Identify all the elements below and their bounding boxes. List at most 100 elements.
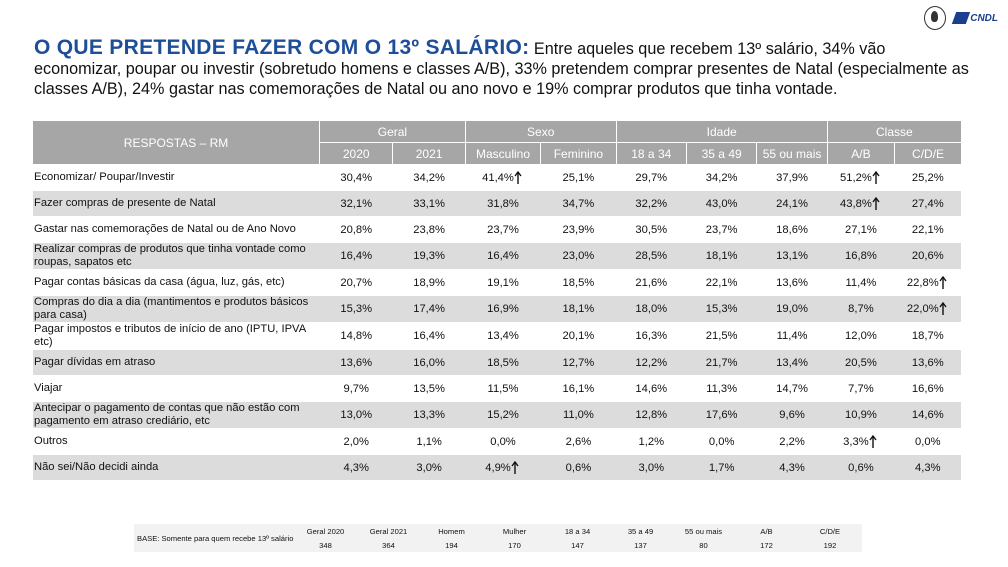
cell-value: 43,0% (705, 197, 738, 210)
cell-value: 13,1% (776, 250, 808, 262)
table-cell: 16,4% (319, 242, 393, 270)
table-cell: 23,7% (465, 216, 541, 243)
table-cell: 13,4% (756, 349, 828, 376)
table-cell: 9,7% (319, 375, 393, 402)
column-header: Masculino (464, 142, 541, 165)
table-row: Outros 2,0% 1,1% 0,0% 2,6% 1,2% 0,0% 2,2% 3,3% 0,… (33, 428, 961, 455)
table-cell: 16,4% (392, 322, 466, 350)
table-cell: 13,3% (392, 401, 466, 429)
table-row: Economizar/ Poupar/Investir 30,4% 34,2% 41,… (33, 164, 961, 191)
table-cell: 4,3% (319, 454, 393, 480)
base-column-header: Geral 2020 (306, 526, 345, 536)
table-cell: 11,3% (686, 375, 757, 402)
table-cell: 2,0% (319, 428, 393, 455)
cell-value: 23,0% (562, 250, 595, 262)
cell-value: 23,7% (487, 223, 519, 236)
table-cell: 13,5% (392, 375, 466, 402)
table-cell: 23,8% (392, 216, 466, 243)
table-cell: 0,0% (686, 428, 757, 455)
cell-value: 4,9% (485, 461, 511, 474)
cell-value: 13,3% (413, 409, 445, 421)
table-cell: 18,5% (540, 269, 617, 296)
table-cell: 10,9% (827, 401, 895, 429)
cell-value: 22,1% (911, 223, 944, 236)
cell-value: 16,8% (845, 250, 877, 262)
page-title: O QUE PRETENDE FAZER COM O 13º SALÁRIO: (34, 36, 530, 59)
cell-value: 1,2% (638, 435, 665, 448)
table-cell: 1,7% (686, 454, 757, 480)
table-cell: 13,0% (319, 401, 393, 429)
cell-value: 18,1% (562, 303, 595, 315)
table-cell: 2,2% (756, 428, 828, 455)
table-row: Realizar compras de produtos que tinha v… (33, 242, 961, 270)
cell-value: 0,6% (565, 461, 592, 474)
cell-value: 18,7% (911, 330, 944, 342)
table-row: Fazer compras de presente de Natal 32,1% 3… (33, 190, 961, 217)
table-cell: 1,2% (616, 428, 687, 455)
arrow-up-icon (939, 302, 949, 316)
table-row: Pagar contas básicas da casa (água, luz,… (33, 269, 961, 296)
cell-value: 16,9% (487, 303, 519, 315)
cell-value: 11,5% (487, 382, 519, 395)
table-cell: 22,1% (894, 216, 961, 243)
table-cell: 37,9% (756, 164, 828, 191)
table-cell: 13,4% (465, 322, 541, 350)
table-cell: 51,2% (827, 164, 895, 191)
table-cell: 3,0% (392, 454, 466, 480)
table-cell: 13,6% (894, 349, 961, 376)
cell-value: 20,1% (562, 330, 595, 342)
table-cell: 21,6% (616, 269, 687, 296)
cell-value: 14,6% (635, 382, 668, 395)
table-cell: 41,4% (465, 164, 541, 191)
cell-value: 4,3% (779, 461, 805, 474)
table-cell: 13,6% (319, 349, 393, 376)
arrow-up-icon (939, 275, 949, 290)
table-cell: 25,1% (540, 164, 617, 191)
table-cell: 34,2% (686, 164, 757, 191)
column-header: A/B (826, 142, 895, 165)
cell-value: 43,8% (840, 197, 872, 210)
table-cell: 23,9% (540, 216, 617, 243)
row-label: Não sei/Não decidi ainda (33, 454, 320, 480)
table-cell: 18,0% (616, 295, 687, 323)
table-cell: 18,7% (894, 322, 961, 350)
cell-value: 1,1% (416, 435, 442, 448)
table-cell: 32,1% (319, 190, 393, 217)
cell-value: 4,3% (343, 461, 369, 474)
cell-value: 13,5% (413, 382, 445, 395)
base-column-header: A/B (760, 526, 773, 536)
cell-value: 23,8% (413, 223, 445, 236)
base-column-header: Mulher (502, 526, 527, 536)
table-cell: 23,7% (686, 216, 757, 243)
table-cell: 0,0% (465, 428, 541, 455)
table-cell: 19,1% (465, 269, 541, 296)
cell-value: 34,2% (413, 171, 445, 184)
table-cell: 11,4% (756, 322, 828, 350)
cell-value: 0,0% (915, 435, 941, 448)
table-cell: 9,6% (756, 401, 828, 429)
cell-value: 20,7% (340, 276, 373, 289)
cell-value: 11,0% (562, 409, 594, 421)
table-cell: 20,6% (894, 242, 961, 270)
cell-value: 51,2% (840, 171, 872, 184)
cell-value: 37,9% (776, 171, 808, 184)
table-cell: 4,3% (756, 454, 828, 480)
cell-value: 27,1% (845, 223, 877, 236)
cell-value: 41,4% (482, 171, 514, 184)
table-cell: 16,0% (392, 349, 466, 376)
cell-value: 11,3% (706, 382, 738, 395)
table-cell: 21,5% (686, 322, 757, 350)
cell-value: 10,9% (845, 409, 877, 421)
table-row: Pagar dívidas em atraso 13,6% 16,0% 18,5% 12… (33, 349, 961, 376)
table-cell: 14,6% (894, 401, 961, 429)
table-cell: 20,8% (319, 216, 393, 243)
table-cell: 20,7% (319, 269, 393, 296)
table-cell: 11,5% (465, 375, 541, 402)
table-cell: 15,3% (319, 295, 393, 323)
cell-value: 14,7% (776, 382, 808, 395)
table-row: Não sei/Não decidi ainda 4,3% 3,0% 4,9% 0,6%… (33, 454, 961, 480)
base-column-header: 35 a 49 (627, 526, 654, 536)
table-cell: 19,0% (756, 295, 828, 323)
table-cell: 28,5% (616, 242, 687, 270)
cell-value: 18,6% (776, 223, 808, 236)
